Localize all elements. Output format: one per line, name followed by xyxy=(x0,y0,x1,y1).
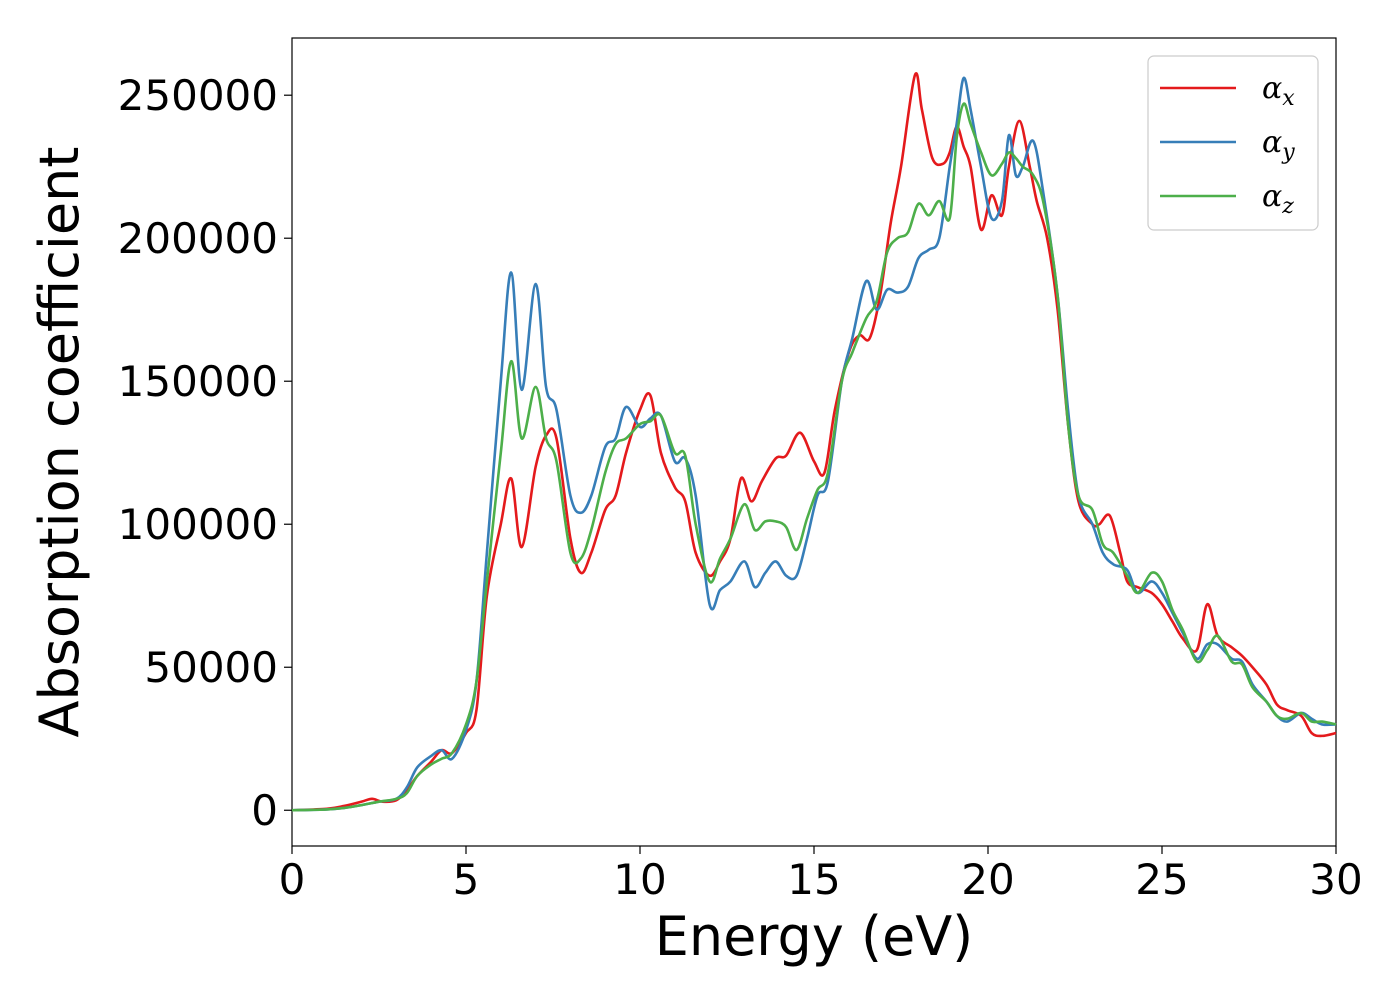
x-tick-label: 25 xyxy=(1135,855,1188,904)
x-tick-label: 30 xyxy=(1309,855,1362,904)
x-tick-label: 10 xyxy=(613,855,666,904)
x-tick-label: 5 xyxy=(453,855,480,904)
y-tick-label: 150000 xyxy=(118,357,278,406)
x-tick-label: 0 xyxy=(279,855,306,904)
legend-label-x: αx xyxy=(1262,71,1295,111)
legend-label-y: αy xyxy=(1262,125,1295,165)
series-layer xyxy=(291,72,1337,812)
y-tick-label: 0 xyxy=(251,786,278,835)
x-tick-label: 15 xyxy=(787,855,840,904)
y-tick-label: 50000 xyxy=(144,643,278,692)
y-tick-label: 200000 xyxy=(118,214,278,263)
series-line-z xyxy=(291,102,1337,812)
legend-label-z: αz xyxy=(1262,179,1294,219)
x-axis-ticks: 0 5 10 15 20 25 30 xyxy=(279,846,1363,904)
x-tick-label: 20 xyxy=(961,855,1014,904)
legend: αx αy αz xyxy=(1147,55,1319,231)
x-axis-label: Energy (eV) xyxy=(655,905,974,968)
y-axis-label: Absorption coefficient xyxy=(28,147,91,738)
y-axis-ticks: 0 50000 100000 150000 200000 250000 xyxy=(118,71,292,835)
y-tick-label: 100000 xyxy=(118,500,278,549)
y-tick-label: 250000 xyxy=(118,71,278,120)
